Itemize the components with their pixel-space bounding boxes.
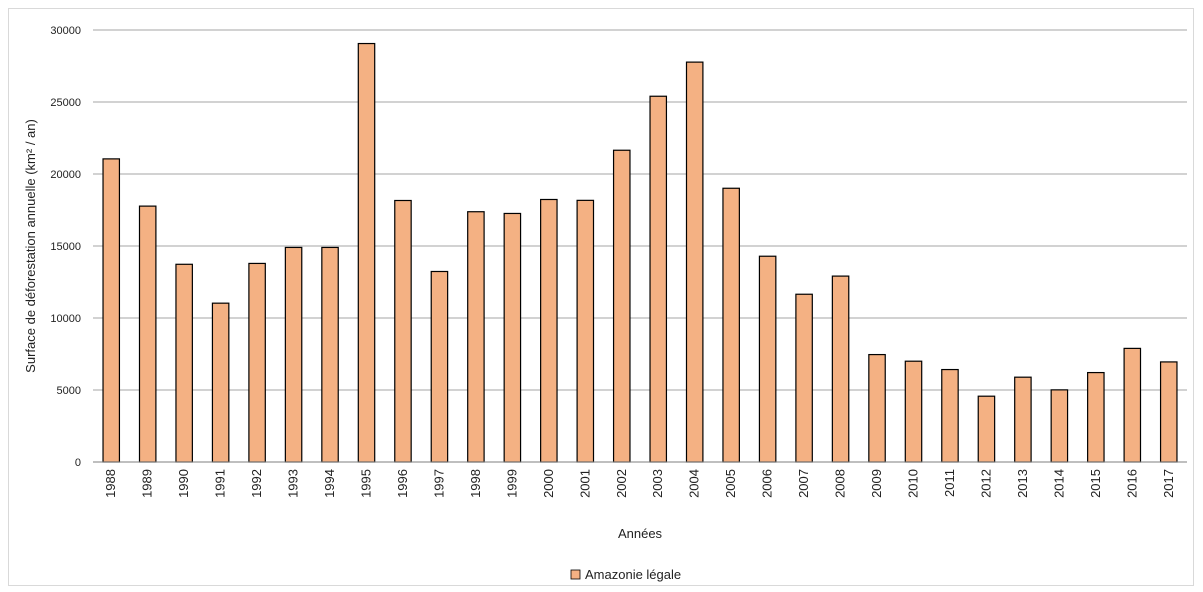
x-tick-label: 1990	[176, 469, 191, 498]
x-tick-label: 2011	[942, 469, 957, 497]
bar-1993	[284, 246, 303, 463]
bar-1995	[357, 42, 376, 463]
bar-2015	[1087, 371, 1105, 463]
x-tick-label: 1998	[468, 469, 483, 498]
x-axis-label: Années	[618, 526, 663, 541]
y-axis-ticks: 0 5000 10000 15000 20000 25000 30000	[50, 25, 81, 469]
x-tick-label: 1988	[103, 469, 118, 498]
x-tick-label: 1992	[249, 469, 264, 498]
bar-2002	[612, 149, 631, 463]
bar-2011	[941, 368, 959, 463]
y-tick-label: 0	[75, 457, 81, 469]
bar-2014	[1050, 389, 1069, 463]
legend-swatch	[570, 569, 581, 580]
y-tick-label: 25000	[50, 97, 81, 109]
bar-1994	[321, 246, 339, 463]
y-tick-label: 10000	[50, 313, 81, 325]
bar-2006	[758, 255, 777, 463]
y-tick-label: 30000	[50, 25, 81, 37]
x-tick-label: 2008	[833, 469, 848, 498]
x-tick-label: 2014	[1051, 469, 1066, 498]
x-tick-label: 2012	[978, 469, 993, 498]
x-tick-label: 2006	[760, 469, 775, 498]
x-tick-label: 2009	[869, 469, 884, 498]
x-tick-label: 1995	[359, 469, 374, 498]
x-tick-label: 1993	[286, 469, 301, 498]
x-axis-ticks: 1988 1989 1990 1991 1992 1993 1994 1995 1996 1997…	[103, 469, 1176, 498]
gridlines	[93, 29, 1187, 391]
bar-2016	[1123, 347, 1142, 463]
bar-2012	[977, 395, 996, 463]
x-tick-label: 2015	[1088, 469, 1103, 498]
bar-1989	[138, 205, 157, 463]
bar-1996	[394, 199, 412, 463]
x-tick-label: 2016	[1124, 469, 1139, 498]
bar-2007	[795, 293, 813, 463]
bar-2001	[576, 199, 595, 463]
y-tick-label: 5000	[57, 385, 81, 397]
y-tick-label: 15000	[50, 241, 81, 253]
x-tick-label: 2002	[614, 469, 629, 498]
x-tick-label: 2013	[1015, 469, 1030, 498]
x-tick-label: 1991	[213, 469, 228, 498]
x-tick-label: 2005	[723, 469, 738, 498]
x-tick-label: 1989	[140, 469, 155, 498]
bar-1997	[430, 270, 449, 463]
bar-2003	[649, 95, 668, 463]
x-tick-label: 1999	[504, 469, 519, 498]
x-tick-label: 2000	[541, 469, 556, 498]
bar-1998	[467, 211, 485, 463]
x-tick-label: 1997	[431, 469, 446, 498]
bar-1991	[211, 302, 230, 463]
bar-2008	[831, 275, 850, 463]
y-axis-label: Surface de déforestation annuelle (km² /…	[23, 119, 38, 373]
y-tick-label: 20000	[50, 169, 81, 181]
x-tick-label: 2003	[650, 469, 665, 498]
bar-2010	[904, 360, 923, 463]
x-tick-label: 1994	[322, 469, 337, 498]
x-tick-label: 2010	[906, 469, 921, 498]
bar-2004	[685, 61, 704, 463]
bar-1992	[248, 262, 266, 463]
bar-1988	[102, 158, 121, 463]
legend: Amazonie légale	[570, 567, 681, 582]
bar-1999	[503, 212, 522, 463]
x-tick-label: 2007	[796, 469, 811, 498]
bar-2000	[540, 198, 558, 463]
bars	[102, 42, 1178, 463]
legend-label: Amazonie légale	[585, 567, 681, 582]
x-tick-label: 1996	[395, 469, 410, 498]
bar-2013	[1014, 376, 1032, 463]
bar-2017	[1159, 361, 1178, 463]
bar-1990	[175, 263, 193, 463]
bar-2009	[868, 353, 886, 463]
x-tick-label: 2001	[577, 469, 592, 498]
x-tick-label: 2017	[1161, 469, 1176, 498]
chart-frame	[8, 8, 1194, 586]
x-tick-label: 2004	[687, 469, 702, 498]
bar-2005	[722, 187, 740, 463]
